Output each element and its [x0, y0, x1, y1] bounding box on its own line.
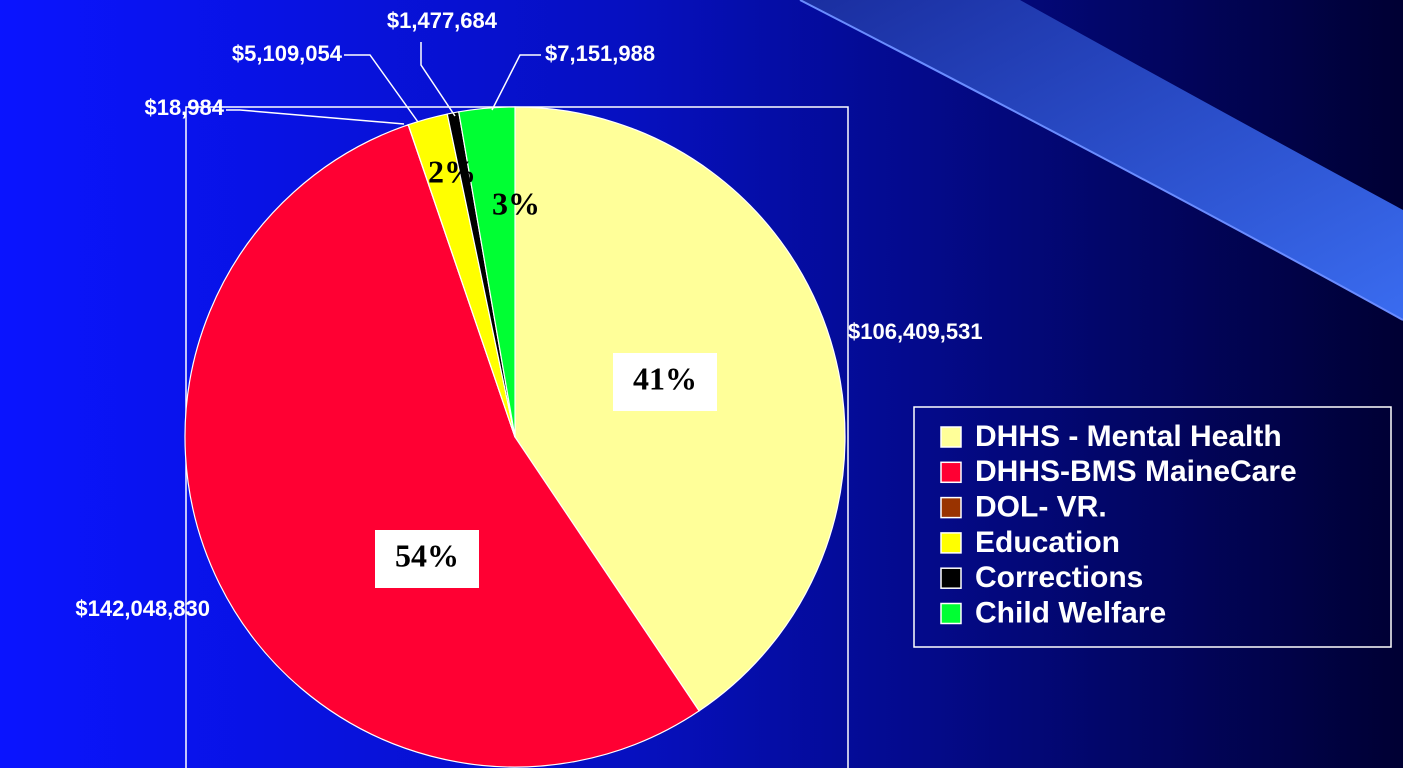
data-label: $142,048,830	[75, 596, 210, 621]
leader-line	[226, 109, 405, 125]
legend-swatch	[940, 496, 962, 519]
swoosh	[800, 0, 1403, 320]
data-label: $18,984	[144, 95, 224, 120]
labels: $106,409,531 $142,048,830 $18,984 $5,109,05…	[75, 8, 982, 621]
legend-label: DHHS-BMS MaineCare	[975, 455, 1297, 488]
percent-label: 54%	[395, 537, 459, 573]
percent-label: 2%	[428, 153, 476, 189]
leader-line	[420, 42, 456, 117]
data-label: $5,109,054	[232, 41, 343, 66]
legend-label: DOL- VR.	[975, 491, 1107, 524]
legend-label: Corrections	[975, 561, 1143, 594]
legend-label: Child Welfare	[975, 596, 1166, 629]
legend-swatch	[940, 532, 962, 554]
percent-label: 3%	[492, 185, 540, 221]
data-label: $106,409,531	[848, 319, 983, 344]
legend-box	[913, 406, 1392, 648]
legend-swatch	[940, 602, 962, 625]
swoosh-edge	[799, 0, 1403, 321]
leader-line	[344, 54, 419, 123]
legend-label: Education	[975, 526, 1120, 559]
legend-swatch	[940, 567, 962, 589]
legend-swatch	[940, 461, 962, 484]
pie-slice	[458, 106, 516, 438]
data-label: $1,477,684	[387, 8, 498, 33]
percent-label-box	[375, 530, 479, 588]
leader-lines	[226, 42, 541, 125]
leader-line	[491, 54, 541, 111]
data-label: $7,151,988	[545, 41, 655, 66]
percent-label-box	[613, 353, 717, 411]
percent-label: 41%	[633, 360, 697, 396]
legend-label: DHHS - Mental Health	[975, 420, 1282, 453]
pie	[184, 106, 846, 768]
pie-slice	[184, 124, 700, 768]
legend-swatch	[940, 426, 962, 448]
